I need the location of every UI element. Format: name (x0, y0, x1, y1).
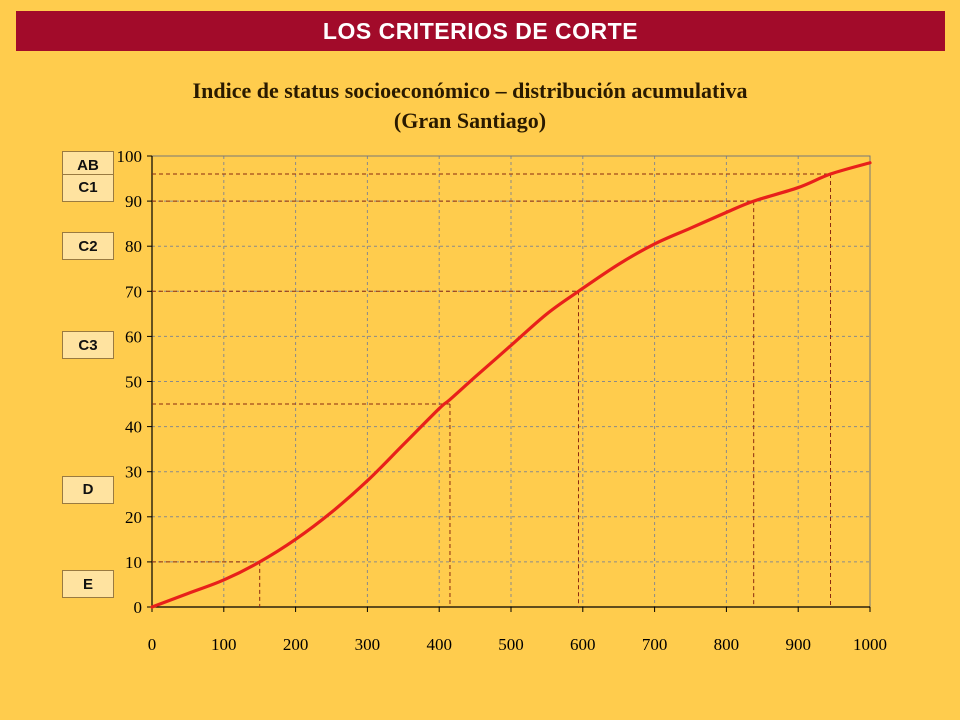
x-tick-label: 200 (283, 635, 309, 654)
page-header-title: LOS CRITERIOS DE CORTE (322, 17, 639, 44)
y-tick-label: 0 (134, 598, 143, 617)
chart-series (150, 161, 872, 609)
x-tick-label: 600 (570, 635, 596, 654)
y-tick-label: 90 (125, 192, 142, 211)
y-tick-label: 40 (125, 418, 142, 437)
x-tick-label: 0 (148, 635, 157, 654)
y-tick-label: 20 (125, 508, 142, 527)
x-tick-label: 700 (642, 635, 668, 654)
y-tick-label: 70 (125, 282, 142, 301)
y-tick-labels: 0 10 20 30 40 50 60 70 80 90 100 (117, 147, 143, 617)
y-tick-label: 80 (125, 237, 142, 256)
segment-label-c3: C3 (62, 331, 114, 360)
cumulative-curve (150, 161, 872, 609)
y-tick-label: 30 (125, 463, 142, 482)
x-tick-labels: 0 100 200 300 400 500 600 700 800 900 1000 (148, 635, 887, 654)
x-tick-label: 400 (426, 635, 452, 654)
chart-title-block: Indice de status socioeconómico – distri… (80, 76, 860, 136)
x-tick-label: 800 (714, 635, 740, 654)
x-tick-label: 100 (211, 635, 237, 654)
x-tick-label: 1000 (853, 635, 887, 654)
cutoff-lines (152, 173, 832, 607)
segment-label-c2: C2 (62, 232, 114, 261)
chart-grid (152, 155, 871, 607)
segment-label-c1: C1 (62, 173, 114, 202)
x-tick-label: 300 (355, 635, 381, 654)
chart-title: Indice de status socioeconómico – distri… (192, 78, 748, 103)
chart-subtitle: (Gran Santiago) (393, 108, 547, 133)
x-tick-label: 500 (498, 635, 524, 654)
x-tick-label: 900 (785, 635, 811, 654)
segment-label-e: E (62, 570, 114, 599)
chart-axes (147, 155, 871, 612)
y-tick-label: 60 (125, 327, 142, 346)
y-tick-label: 10 (125, 553, 142, 572)
y-tick-label: 100 (117, 147, 143, 166)
y-tick-label: 50 (125, 373, 142, 392)
segment-label-d: D (62, 475, 114, 504)
page-header-banner: LOS CRITERIOS DE CORTE (16, 11, 945, 51)
